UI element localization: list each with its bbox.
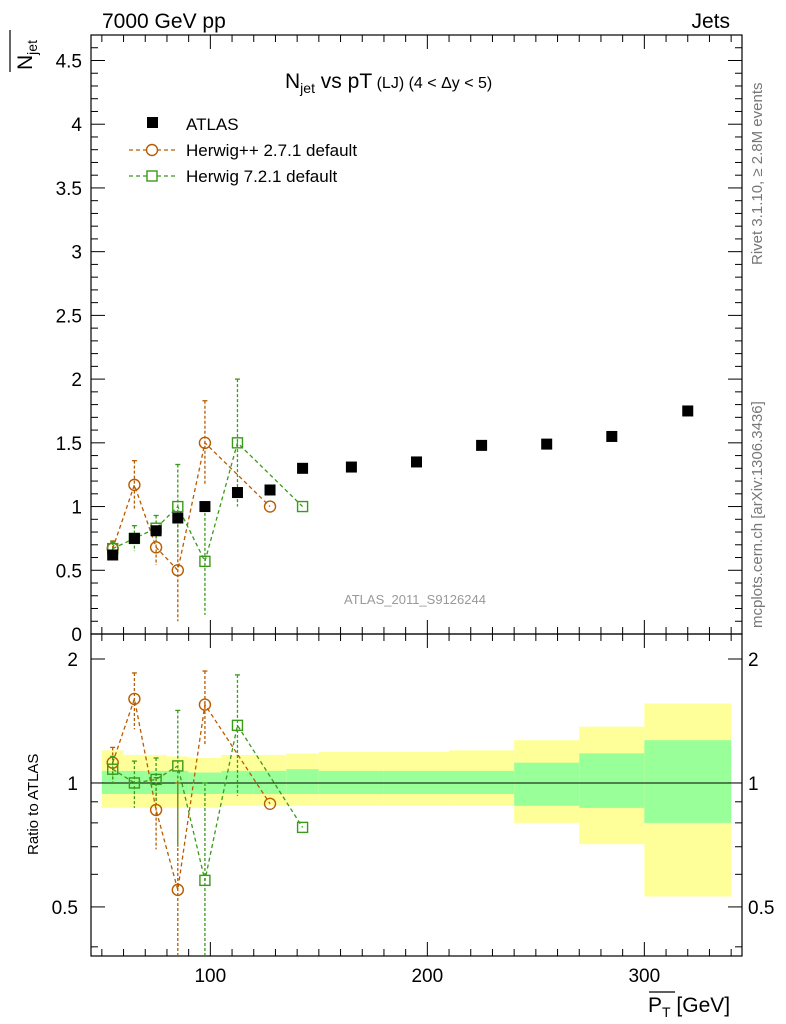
ratio-herwigpp-point [263,797,277,810]
xlabel-rest: [GeV] [671,994,731,1017]
title-small: (LJ) (4 < Δy < 5) [372,75,492,92]
title-rest: vs pT [315,70,372,93]
atlas-point [172,512,184,524]
herwigpp-point [263,500,277,513]
atlas-point [231,487,243,499]
ratio-y-tick-label-right: 2 [748,650,759,671]
header-left: 7000 GeV pp [102,10,226,33]
atlas-point [107,549,119,561]
band-inner-bin [644,740,732,823]
top-ylabel-sub: jet [24,40,40,56]
y-tick-label: 4 [71,115,82,136]
band-inner-bin [514,762,580,806]
y-tick-label: 4.5 [56,51,82,72]
ratio-herwig7-point [128,777,141,789]
top-ylabel-main: N [14,55,37,70]
svg-text:Njet: Njet [14,40,40,70]
ratio-y-tick-label: 2 [67,650,78,671]
band-inner-bin [318,770,384,795]
xlabel-main: P [648,994,662,1017]
atlas-point [199,501,211,513]
legend: ATLAS Herwig++ 2.7.1 default Herwig 7.2.… [129,115,357,186]
ratio-herwigpp-point [198,698,212,711]
xlabel-sub: T [662,1004,671,1020]
band-inner-bin [579,753,645,808]
herwig7-point [172,500,184,513]
herwig7-point [296,500,309,513]
ratio-herwig7-point [296,821,309,834]
y-tick-label: 3 [71,243,82,264]
chart-title: Njet vs pT (LJ) (4 < Δy < 5) [285,70,492,96]
y-tick-label: 3.5 [56,179,82,200]
ratio-ylabel: Ratio to ATLAS [25,754,42,855]
atlas-point [345,461,357,473]
legend-label-herwig7: Herwig 7.2.1 default [186,167,337,186]
y-tick-label: 0.5 [56,561,82,582]
herwig7-point [231,437,244,449]
x-tick-label: 100 [194,966,226,987]
ratio-herwig7-point [150,773,162,786]
ratio-herwigpp-point [128,692,141,706]
atlas-point [411,456,422,468]
x-tick-label: 200 [411,966,443,987]
ratio-herwigpp-line [112,696,271,891]
atlas-point [476,439,488,451]
svg-text:PT [GeV]: PT [GeV] [648,994,730,1020]
y-tick-label: 2 [71,370,82,391]
y-tick-label: 2.5 [56,306,82,327]
ratio-herwig7-point [199,874,211,887]
side-rivet: Rivet 3.1.10, ≥ 2.8M events [749,83,766,266]
herwigpp-point [171,564,185,577]
header-right: Jets [691,10,730,33]
ratio-herwig7-point [231,719,244,732]
band-inner-bin [383,770,450,795]
x-tick-label: 300 [628,966,660,987]
legend-label-atlas: ATLAS [186,115,239,134]
title-sub: jet [299,80,315,96]
ratio-y-tick-label: 1 [67,774,78,795]
analysis-watermark: ATLAS_2011_S9126244 [344,592,486,607]
side-mcplots: mcplots.cern.ch [arXiv:1306.3436] [749,401,766,628]
band-inner-bin [253,770,287,795]
herwigpp-point [128,478,141,492]
herwigpp-point [149,541,163,554]
herwig7-point [199,555,211,568]
ratio-frame [90,633,743,957]
atlas-point [128,532,140,544]
ratio-herwig7-point [172,760,184,772]
y-tick-label: 1.5 [56,434,82,455]
ratio-y-tick-label: 0.5 [52,898,78,919]
herwigpp-line [112,441,271,572]
y-tick-label: 1 [71,498,82,519]
ratio-y-tick-label-right: 0.5 [748,898,774,919]
atlas-point [606,430,618,442]
title-main: N [285,70,300,93]
ratio-herwig7-point [106,763,119,775]
band-inner-bin [286,769,319,795]
ratio-herwigpp-point [149,803,163,817]
x-axis-label: PT [GeV] [648,991,730,1020]
y-tick-label: 0 [71,625,82,646]
atlas-point [150,525,162,537]
top-ylabel: Njet [9,30,40,72]
herwigpp-point [198,436,212,450]
ratio-herwigpp-point [171,883,185,897]
legend-item-herwig7: Herwig 7.2.1 default [129,167,337,186]
atlas-point [264,484,276,496]
ratio-panel: 100 200 300 0.5 0.5 1 1 2 2 [52,633,774,987]
atlas-point [541,438,553,450]
ratio-y-tick-label-right: 1 [748,774,759,795]
atlas-point [682,405,694,417]
legend-item-herwigpp: Herwig++ 2.7.1 default [129,141,357,160]
legend-item-atlas: ATLAS [147,115,239,134]
legend-label-herwigpp: Herwig++ 2.7.1 default [186,141,357,160]
atlas-point [297,462,309,474]
band-inner-bin [449,770,515,795]
